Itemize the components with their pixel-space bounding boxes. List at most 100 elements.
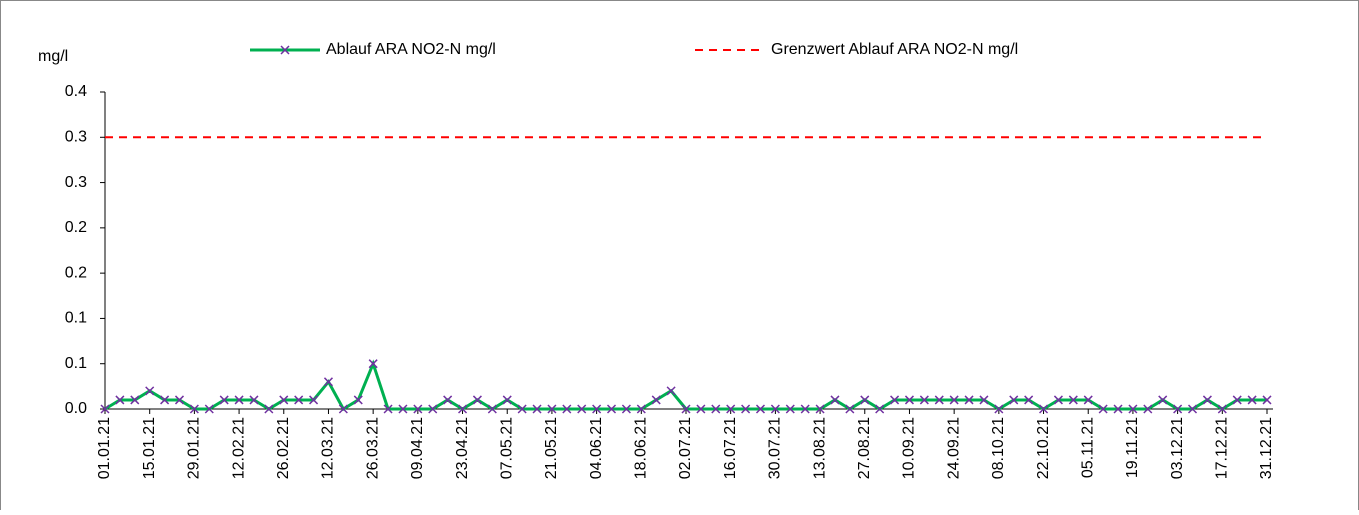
data-point	[577, 404, 587, 414]
data-point	[1009, 395, 1019, 405]
data-point	[487, 404, 497, 414]
data-point	[204, 404, 214, 414]
x-tick-label: 08.10.21	[990, 417, 1007, 479]
data-point	[368, 359, 378, 369]
data-point	[413, 404, 423, 414]
y-axis-label: mg/l	[38, 48, 68, 65]
data-point	[949, 395, 959, 405]
data-point	[1113, 404, 1123, 414]
data-point	[219, 395, 229, 405]
data-point	[562, 404, 572, 414]
data-point	[606, 404, 617, 414]
x-tick-label: 07.05.21	[498, 417, 515, 479]
data-point	[979, 395, 989, 405]
data-point	[249, 395, 259, 405]
data-point	[860, 395, 870, 405]
y-tick-label: 0.0	[65, 400, 87, 417]
data-point	[770, 404, 780, 414]
x-tick-label: 26.02.21	[275, 417, 292, 479]
data-point	[264, 404, 274, 414]
data-point	[755, 404, 766, 414]
data-point	[741, 404, 751, 414]
data-point	[532, 404, 542, 414]
data-point	[472, 395, 482, 405]
x-tick-label: 31.12.21	[1258, 417, 1275, 479]
data-point	[1128, 404, 1138, 414]
data-point	[696, 404, 706, 414]
data-point	[904, 395, 914, 405]
data-point	[189, 404, 199, 414]
data-point	[636, 404, 646, 414]
data-point	[130, 395, 140, 405]
data-point	[1247, 395, 1257, 405]
data-point	[592, 404, 602, 414]
data-point	[1232, 395, 1242, 405]
y-tick-label: 0.2	[65, 264, 87, 281]
data-point	[1068, 395, 1078, 405]
x-tick-label: 02.07.21	[677, 417, 694, 479]
data-point	[621, 404, 631, 414]
data-point	[517, 404, 527, 414]
data-point	[398, 404, 408, 414]
data-point	[934, 395, 944, 405]
x-tick-label: 24.09.21	[945, 417, 962, 479]
x-tick-label: 27.08.21	[856, 417, 873, 479]
data-point	[1143, 404, 1153, 414]
data-point	[443, 395, 453, 405]
data-point	[875, 404, 885, 414]
x-tick-label: 17.12.21	[1214, 417, 1231, 479]
y-tick-label: 0.3	[65, 174, 87, 191]
data-point	[815, 404, 825, 414]
y-tick-label: 0.1	[65, 310, 87, 327]
data-point	[785, 404, 795, 414]
data-point	[651, 395, 661, 405]
x-tick-label: 19.11.21	[1124, 417, 1141, 478]
data-point	[919, 395, 929, 405]
x-tick-label: 10.09.21	[901, 417, 918, 479]
data-point	[428, 404, 438, 414]
x-tick-label: 16.07.21	[722, 417, 739, 479]
data-point	[353, 395, 363, 405]
data-point	[1083, 395, 1093, 405]
data-point	[1024, 395, 1034, 405]
x-tick-label: 26.03.21	[364, 417, 381, 479]
legend-marker	[280, 45, 290, 55]
data-point	[338, 404, 348, 414]
data-point	[145, 386, 155, 396]
data-point	[666, 386, 676, 396]
data-point	[323, 377, 333, 387]
data-point	[383, 404, 393, 414]
x-tick-label: 12.02.21	[230, 417, 247, 479]
data-point	[234, 395, 244, 405]
data-point	[800, 404, 810, 414]
data-point	[1158, 395, 1168, 405]
x-tick-label: 04.06.21	[588, 417, 605, 479]
data-point	[100, 404, 110, 414]
data-point	[726, 404, 736, 414]
x-tick-label: 13.08.21	[811, 417, 828, 479]
data-point	[294, 395, 304, 405]
data-point	[160, 395, 170, 405]
x-tick-label: 29.01.21	[186, 417, 203, 479]
x-tick-label: 23.04.21	[454, 417, 471, 479]
x-tick-label: 30.07.21	[767, 417, 784, 479]
y-tick-label: 0.4	[65, 83, 87, 100]
data-point	[845, 404, 855, 414]
x-tick-label: 21.05.21	[543, 417, 560, 479]
x-tick-label: 18.06.21	[633, 417, 650, 479]
data-point	[458, 404, 468, 414]
y-tick-label: 0.1	[65, 355, 87, 372]
data-point	[1039, 404, 1049, 414]
data-point	[681, 404, 691, 414]
data-point	[115, 395, 125, 405]
data-point	[890, 395, 900, 405]
y-tick-label: 0.2	[65, 219, 87, 236]
data-point	[994, 404, 1004, 414]
y-tick-label: 0.3	[65, 129, 87, 146]
x-tick-label: 12.03.21	[320, 417, 337, 479]
x-tick-label: 09.04.21	[409, 417, 426, 479]
data-point	[711, 404, 721, 414]
x-tick-label: 03.12.21	[1169, 417, 1186, 479]
